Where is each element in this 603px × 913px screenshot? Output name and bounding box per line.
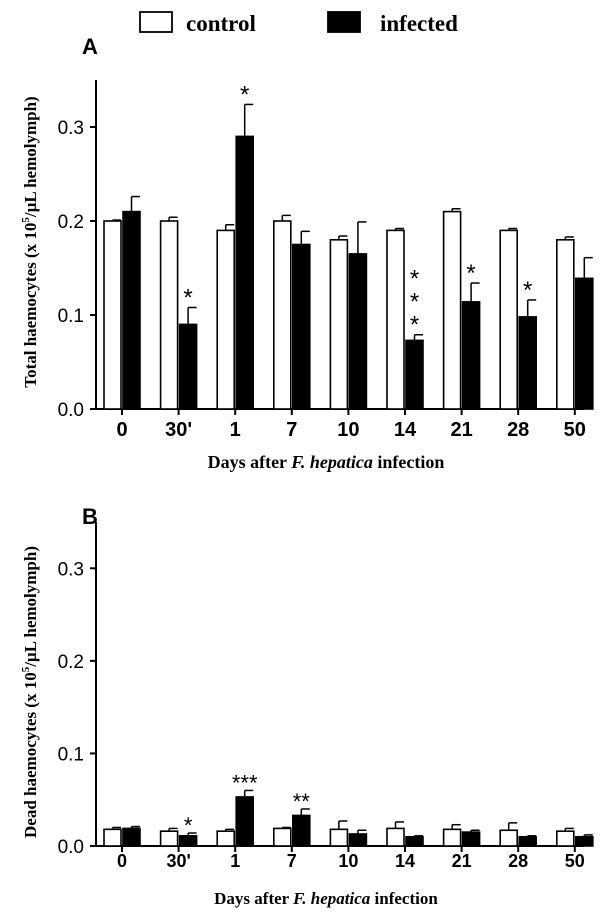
x-tick-label: 21 <box>452 851 472 871</box>
bar-control <box>216 830 235 847</box>
significance-star: * <box>410 266 419 293</box>
bar-infected <box>518 835 538 847</box>
x-tick-label: 7 <box>286 419 297 441</box>
x-tick-label: 1 <box>230 419 241 441</box>
bar-infected <box>291 814 311 847</box>
x-tick-label: 28 <box>508 851 528 871</box>
bar-infected <box>405 835 424 847</box>
bar-infected <box>235 796 254 847</box>
panel-label-a: A <box>82 34 98 59</box>
legend-label-infected: infected <box>380 11 458 36</box>
bar-infected <box>291 243 311 410</box>
legend-swatch-infected <box>327 11 361 33</box>
bar-control <box>329 239 349 410</box>
panel-a: A Total haemocytes (x 105/µL hemolymph) … <box>20 34 594 472</box>
x-tick-label: 14 <box>394 419 417 441</box>
bar-control <box>272 827 292 847</box>
panel-b: B Dead haemocytes (x 105/µL hemolymph) D… <box>20 504 594 908</box>
bar-control <box>499 229 519 410</box>
bar-infected <box>574 835 594 847</box>
bar-infected <box>518 316 538 410</box>
bar-infected <box>348 833 368 847</box>
y-tick-label: 0.2 <box>58 212 84 233</box>
bar-infected <box>348 253 368 410</box>
x-axis-title-b: Days after F. hepatica infection <box>214 889 438 908</box>
x-tick-label: 1 <box>230 851 240 871</box>
y-tick-label: 0.0 <box>58 837 84 858</box>
bar-infected <box>461 301 481 410</box>
x-tick-label: 30' <box>165 419 192 441</box>
significance-marker: *** <box>232 770 258 795</box>
x-tick-label: 50 <box>565 851 585 871</box>
bar-control <box>329 828 349 847</box>
x-tick-label: 14 <box>395 851 415 871</box>
y-tick-label: 0.2 <box>58 652 84 673</box>
y-tick-label: 0.1 <box>58 306 84 327</box>
x-tick-label: 50 <box>564 419 586 441</box>
bar-control <box>103 220 122 410</box>
legend-label-control: control <box>186 11 256 36</box>
x-tick-label: 21 <box>450 419 472 441</box>
bar-infected <box>178 323 198 410</box>
bar-infected <box>235 135 254 410</box>
significance-marker: * <box>240 81 249 108</box>
x-tick-label: 0 <box>116 419 127 441</box>
bar-control <box>103 828 122 847</box>
x-axis-title-a: Days after F. hepatica infection <box>208 452 445 472</box>
significance-star: * <box>410 289 419 316</box>
bar-control <box>386 229 405 410</box>
legend: control infected <box>139 11 458 36</box>
bar-control <box>555 239 575 410</box>
bar-infected <box>574 277 594 410</box>
bar-control <box>272 220 292 410</box>
bar-control <box>159 220 179 410</box>
legend-swatch-control <box>139 11 173 33</box>
bar-control <box>159 830 179 847</box>
x-tick-label: 30' <box>166 851 190 871</box>
y-tick-label: 0.3 <box>58 559 84 580</box>
y-tick-label: 0.0 <box>58 400 84 421</box>
y-tick-label: 0.3 <box>58 118 84 139</box>
x-tick-label: 7 <box>287 851 297 871</box>
x-tick-label: 10 <box>337 419 359 441</box>
bar-control <box>216 229 235 410</box>
bar-infected <box>122 210 141 410</box>
x-tick-label: 10 <box>338 851 358 871</box>
y-axis-title-a: Total haemocytes (x 105/µL hemolymph) <box>20 96 40 387</box>
x-tick-label: 28 <box>507 419 529 441</box>
bar-control <box>442 828 462 847</box>
bar-infected <box>405 339 424 410</box>
bar-control <box>555 830 575 847</box>
bar-infected <box>461 831 481 847</box>
bar-infected <box>122 827 141 847</box>
x-tick-label: 0 <box>117 851 127 871</box>
significance-marker: ** <box>293 789 311 814</box>
bar-control <box>386 827 405 847</box>
significance-marker: * <box>523 277 532 304</box>
significance-marker: * <box>184 813 193 838</box>
significance-marker: * <box>466 260 475 287</box>
y-tick-label: 0.1 <box>58 744 84 765</box>
bar-control <box>442 210 462 410</box>
significance-marker: * <box>183 284 192 311</box>
y-axis-title-b: Dead haemocytes (x 105/µL hemolymph) <box>20 546 40 838</box>
panel-label-b: B <box>82 504 98 529</box>
significance-star: * <box>410 312 419 339</box>
bar-control <box>499 829 519 847</box>
